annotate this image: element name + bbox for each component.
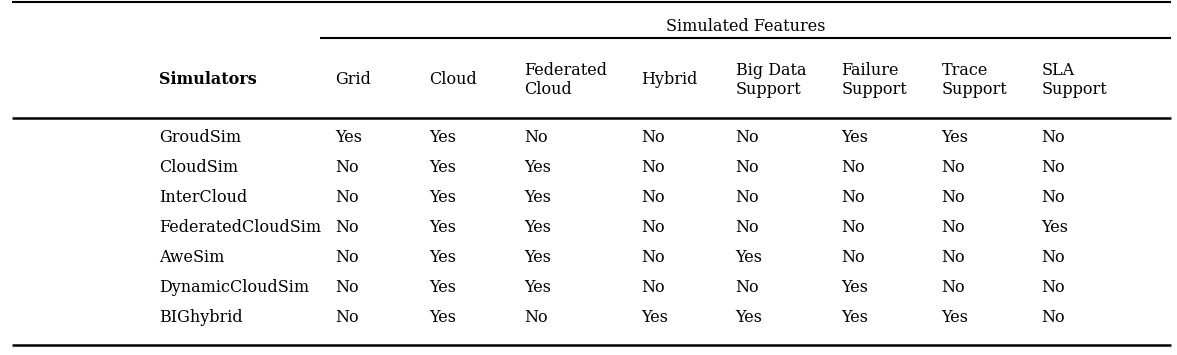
Text: No: No	[842, 250, 865, 267]
Text: Yes: Yes	[430, 130, 457, 147]
Text: No: No	[736, 130, 759, 147]
Text: No: No	[641, 130, 665, 147]
Text: No: No	[641, 159, 665, 176]
Text: No: No	[842, 190, 865, 207]
Text: No: No	[641, 279, 665, 296]
Text: Yes: Yes	[524, 279, 551, 296]
Text: No: No	[842, 159, 865, 176]
Text: Yes: Yes	[524, 190, 551, 207]
Text: No: No	[736, 190, 759, 207]
Text: Cloud: Cloud	[430, 71, 478, 88]
Text: No: No	[335, 250, 359, 267]
Text: Yes: Yes	[942, 310, 969, 327]
Text: No: No	[1042, 130, 1065, 147]
Text: Yes: Yes	[942, 130, 969, 147]
Text: Yes: Yes	[1042, 219, 1069, 236]
Text: DynamicCloudSim: DynamicCloudSim	[159, 279, 310, 296]
Text: AweSim: AweSim	[159, 250, 225, 267]
Text: Failure
Support: Failure Support	[842, 62, 907, 98]
Text: No: No	[736, 159, 759, 176]
Text: Yes: Yes	[842, 310, 869, 327]
Text: BIGhybrid: BIGhybrid	[159, 310, 242, 327]
Text: No: No	[524, 130, 547, 147]
Text: No: No	[842, 219, 865, 236]
Text: No: No	[641, 190, 665, 207]
Text: No: No	[736, 219, 759, 236]
Text: No: No	[335, 190, 359, 207]
Text: No: No	[1042, 159, 1065, 176]
Text: No: No	[641, 250, 665, 267]
Text: Yes: Yes	[524, 159, 551, 176]
Text: Yes: Yes	[430, 190, 457, 207]
Text: Big Data
Support: Big Data Support	[736, 62, 806, 98]
Text: No: No	[942, 190, 965, 207]
Text: Federated
Cloud: Federated Cloud	[524, 62, 607, 98]
Text: SLA
Support: SLA Support	[1042, 62, 1108, 98]
Text: Yes: Yes	[430, 279, 457, 296]
Text: No: No	[1042, 190, 1065, 207]
Text: CloudSim: CloudSim	[159, 159, 238, 176]
Text: Yes: Yes	[430, 219, 457, 236]
Text: Simulated Features: Simulated Features	[666, 18, 825, 35]
Text: No: No	[736, 279, 759, 296]
Text: No: No	[524, 310, 547, 327]
Text: Yes: Yes	[430, 310, 457, 327]
Text: Yes: Yes	[842, 130, 869, 147]
Text: Yes: Yes	[524, 219, 551, 236]
Text: Yes: Yes	[430, 159, 457, 176]
Text: GroudSim: GroudSim	[159, 130, 241, 147]
Text: No: No	[641, 219, 665, 236]
Text: InterCloud: InterCloud	[159, 190, 247, 207]
Text: Yes: Yes	[736, 310, 763, 327]
Text: No: No	[335, 279, 359, 296]
Text: Hybrid: Hybrid	[641, 71, 698, 88]
Text: No: No	[335, 219, 359, 236]
Text: No: No	[335, 159, 359, 176]
Text: Yes: Yes	[641, 310, 669, 327]
Text: Grid: Grid	[335, 71, 371, 88]
Text: Yes: Yes	[430, 250, 457, 267]
Text: Simulators: Simulators	[159, 71, 257, 88]
Text: No: No	[942, 219, 965, 236]
Text: FederatedCloudSim: FederatedCloudSim	[159, 219, 321, 236]
Text: Trace
Support: Trace Support	[942, 62, 1008, 98]
Text: Yes: Yes	[842, 279, 869, 296]
Text: No: No	[1042, 310, 1065, 327]
Text: No: No	[1042, 250, 1065, 267]
Text: No: No	[942, 159, 965, 176]
Text: No: No	[1042, 279, 1065, 296]
Text: No: No	[942, 250, 965, 267]
Text: No: No	[942, 279, 965, 296]
Text: Yes: Yes	[736, 250, 763, 267]
Text: No: No	[335, 310, 359, 327]
Text: Yes: Yes	[335, 130, 363, 147]
Text: Yes: Yes	[524, 250, 551, 267]
